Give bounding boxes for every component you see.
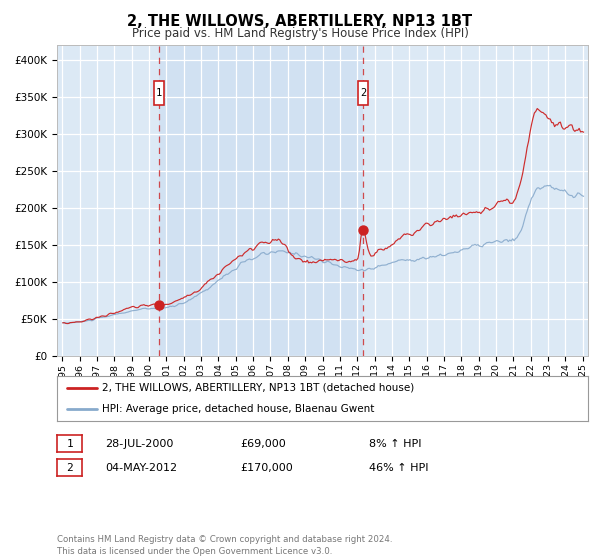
Text: 46% ↑ HPI: 46% ↑ HPI [369, 463, 428, 473]
Text: 2: 2 [66, 463, 73, 473]
Text: 2, THE WILLOWS, ABERTILLERY, NP13 1BT: 2, THE WILLOWS, ABERTILLERY, NP13 1BT [127, 14, 473, 29]
Text: 1: 1 [66, 438, 73, 449]
Text: 2: 2 [360, 88, 366, 98]
Bar [159, 45, 363, 356]
Text: 28-JUL-2000: 28-JUL-2000 [105, 438, 173, 449]
Text: 1: 1 [156, 88, 162, 98]
Text: Contains HM Land Registry data © Crown copyright and database right 2024.
This d: Contains HM Land Registry data © Crown c… [57, 535, 392, 556]
Text: HPI: Average price, detached house, Blaenau Gwent: HPI: Average price, detached house, Blae… [102, 404, 374, 414]
Text: £170,000: £170,000 [240, 463, 293, 473]
Text: 2, THE WILLOWS, ABERTILLERY, NP13 1BT (detached house): 2, THE WILLOWS, ABERTILLERY, NP13 1BT (d… [102, 383, 415, 393]
Text: Price paid vs. HM Land Registry's House Price Index (HPI): Price paid vs. HM Land Registry's House … [131, 27, 469, 40]
FancyBboxPatch shape [358, 81, 368, 105]
Text: £69,000: £69,000 [240, 438, 286, 449]
Text: 04-MAY-2012: 04-MAY-2012 [105, 463, 177, 473]
FancyBboxPatch shape [154, 81, 164, 105]
Text: 8% ↑ HPI: 8% ↑ HPI [369, 438, 421, 449]
